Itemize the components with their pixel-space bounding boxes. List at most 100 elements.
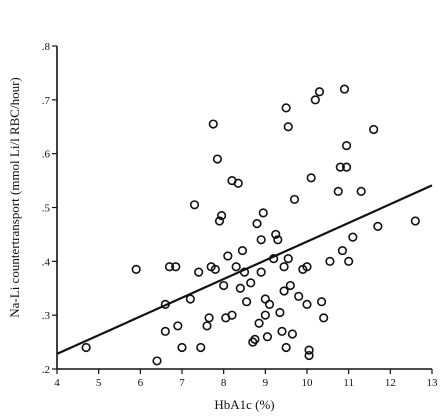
x-tick-label: 12	[385, 377, 396, 389]
data-point	[256, 235, 266, 245]
data-point	[237, 245, 248, 256]
data-point	[279, 286, 289, 296]
data-point	[264, 299, 275, 310]
y-tick-label: .4	[42, 256, 51, 268]
data-point	[254, 318, 264, 328]
y-tick-label: .7	[42, 95, 51, 107]
data-point	[258, 208, 268, 218]
data-point	[252, 219, 262, 229]
data-point	[250, 334, 260, 344]
regression-line	[56, 184, 433, 355]
data-point	[344, 256, 354, 266]
data-point	[177, 342, 187, 353]
data-point	[202, 321, 212, 331]
x-tick-label: 10	[302, 377, 314, 389]
data-point	[316, 297, 327, 307]
data-point	[233, 178, 243, 188]
x-tick-label: 7	[179, 377, 185, 389]
x-tick-label: 9	[263, 377, 269, 389]
data-point	[287, 329, 298, 339]
data-point	[277, 326, 287, 336]
data-point	[262, 332, 273, 342]
y-axis-title: Na-Li countertransport (mmol Li/l RBC/ho…	[7, 77, 22, 317]
y-ticks: .2 .3 .4 .5 .6 .7 .8	[42, 41, 57, 376]
data-point	[81, 342, 91, 353]
data-point	[235, 283, 245, 293]
data-point	[304, 345, 314, 355]
data-point	[189, 200, 200, 210]
data-point	[285, 280, 295, 291]
data-point	[356, 186, 366, 196]
data-point	[227, 310, 237, 320]
data-point	[260, 310, 270, 320]
x-tick-label: 13	[427, 377, 439, 389]
data-point	[410, 216, 420, 226]
data-point	[273, 235, 283, 245]
data-point	[335, 162, 345, 172]
data-point	[283, 254, 293, 264]
x-tick-label: 11	[343, 377, 354, 389]
data-point	[219, 280, 229, 291]
data-point	[194, 267, 204, 277]
data-point	[171, 262, 181, 272]
data-point	[196, 342, 206, 353]
data-point	[302, 262, 312, 272]
x-axis-title: HbA1c (%)	[214, 397, 274, 412]
data-point	[256, 267, 266, 277]
data-point	[333, 186, 343, 196]
data-point	[152, 356, 162, 366]
x-tick-label: 8	[221, 377, 227, 389]
data-point	[208, 119, 218, 129]
data-point	[294, 291, 304, 301]
x-tick-label: 5	[96, 377, 102, 389]
y-tick-label: .5	[42, 203, 51, 215]
data-point	[204, 313, 214, 323]
data-point	[241, 297, 252, 307]
x-ticks: 4 5 6 7 8 9 10 11 12 13	[54, 369, 438, 389]
data-point	[304, 350, 314, 361]
data-point	[281, 342, 291, 353]
data-point	[279, 262, 289, 272]
data-point	[302, 299, 312, 310]
data-point	[306, 173, 316, 183]
data-point	[339, 84, 350, 94]
data-point	[341, 140, 352, 151]
data-point	[246, 278, 256, 288]
data-point	[283, 122, 293, 132]
axes	[56, 46, 432, 370]
data-point	[269, 254, 279, 264]
data-point	[231, 262, 241, 272]
data-point	[319, 313, 329, 323]
data-point	[173, 321, 183, 331]
y-tick-label: .2	[42, 364, 50, 376]
data-point	[160, 299, 170, 310]
data-point	[214, 216, 225, 226]
data-point	[185, 294, 195, 304]
data-point	[239, 267, 250, 277]
data-point	[325, 256, 335, 266]
data-point	[337, 245, 348, 256]
y-tick-label: .8	[42, 41, 51, 53]
x-tick-label: 4	[54, 377, 60, 389]
data-points	[81, 84, 420, 366]
data-point	[210, 264, 220, 275]
data-point	[373, 221, 383, 231]
data-point	[271, 229, 281, 240]
data-point	[348, 232, 358, 242]
data-point	[160, 326, 170, 336]
data-point	[281, 103, 291, 113]
data-point	[212, 154, 223, 164]
data-point	[289, 194, 300, 205]
data-point	[310, 95, 320, 105]
y-tick-label: .6	[42, 149, 51, 161]
data-point	[164, 262, 175, 272]
data-point	[341, 162, 352, 172]
y-tick-label: .3	[42, 310, 51, 322]
data-point	[275, 307, 285, 318]
x-tick-label: 6	[138, 377, 144, 389]
data-point	[314, 87, 325, 97]
data-point	[369, 124, 379, 135]
data-point	[216, 210, 227, 221]
data-point	[131, 264, 141, 275]
